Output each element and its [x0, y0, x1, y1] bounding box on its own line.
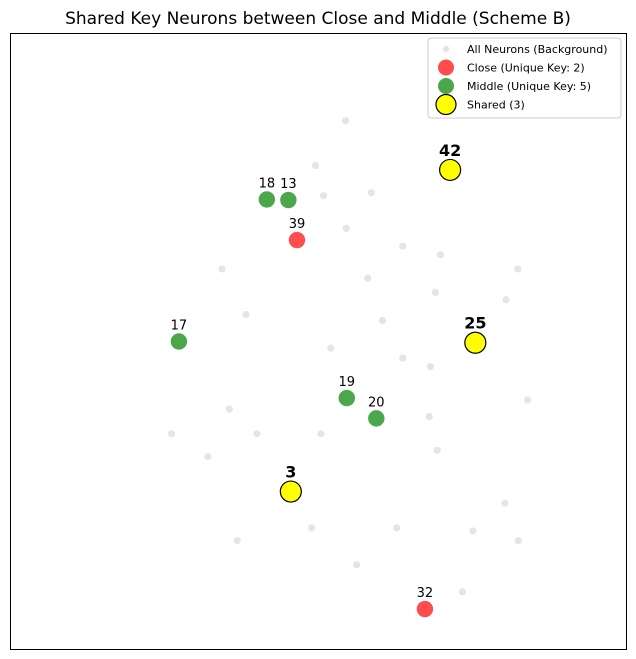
middle-point	[258, 191, 276, 208]
legend: All Neurons (Background) Close (Unique Ke…	[427, 37, 622, 119]
background-point	[225, 405, 233, 413]
legend-marker	[435, 93, 457, 116]
background-point	[426, 363, 435, 371]
background-point	[425, 412, 433, 421]
background-point	[311, 162, 320, 170]
background-point	[167, 430, 176, 438]
background-point	[253, 430, 261, 438]
background-point	[469, 527, 477, 535]
close-point-label: 32	[417, 586, 434, 601]
middle-point	[338, 389, 355, 407]
background-point	[327, 344, 335, 352]
legend-marker	[438, 59, 454, 76]
background-point	[341, 117, 350, 125]
shared-point-label: 3	[285, 463, 296, 482]
close-point	[288, 231, 306, 249]
middle-point	[170, 333, 188, 350]
background-point	[319, 192, 328, 200]
background-point	[514, 265, 522, 273]
shared-point	[464, 331, 487, 354]
legend-marker	[438, 78, 454, 94]
background-point	[433, 446, 441, 454]
background-point	[524, 396, 532, 404]
background-point	[436, 251, 444, 259]
plot-frame	[10, 33, 627, 650]
background-point	[399, 242, 407, 250]
background-point	[502, 296, 510, 304]
background-point	[367, 189, 375, 197]
background-point	[218, 265, 226, 273]
background-point	[431, 288, 439, 296]
legend-label: Shared (3)	[467, 99, 525, 112]
close-point-label: 39	[289, 217, 306, 232]
middle-point-label: 13	[280, 177, 297, 192]
background-point	[308, 524, 316, 532]
legend-label: All Neurons (Background)	[467, 43, 608, 56]
shared-point	[279, 480, 302, 503]
background-point	[378, 316, 387, 325]
plot-area: 39 32 18 13 17 19 20 42 25 3	[167, 117, 532, 618]
shared-point-label: 25	[464, 314, 486, 333]
chart-title: Shared Key Neurons between Close and Mid…	[65, 9, 571, 29]
legend-label: Middle (Unique Key: 5)	[467, 80, 591, 93]
middle-point-label: 20	[368, 395, 385, 410]
background-point	[342, 224, 350, 232]
background-point	[242, 310, 250, 319]
shared-point	[439, 158, 462, 182]
background-point	[393, 524, 401, 532]
middle-point-label: 19	[339, 375, 356, 390]
legend-box	[427, 37, 622, 119]
close-point	[416, 600, 434, 618]
background-point	[458, 588, 467, 596]
legend-marker	[442, 45, 450, 53]
middle-point-label: 18	[259, 176, 276, 191]
background-point	[233, 537, 241, 545]
middle-point	[368, 410, 385, 427]
background-point	[353, 561, 361, 569]
background-point	[317, 430, 325, 438]
legend-label: Close (Unique Key: 2)	[467, 62, 585, 75]
background-point	[514, 537, 522, 545]
background-point	[399, 354, 407, 362]
background-point	[501, 499, 509, 507]
background-point	[364, 274, 372, 282]
middle-point-label: 17	[171, 319, 188, 334]
background-point	[204, 452, 212, 461]
shared-point-label: 42	[439, 141, 461, 160]
middle-point	[280, 191, 297, 209]
